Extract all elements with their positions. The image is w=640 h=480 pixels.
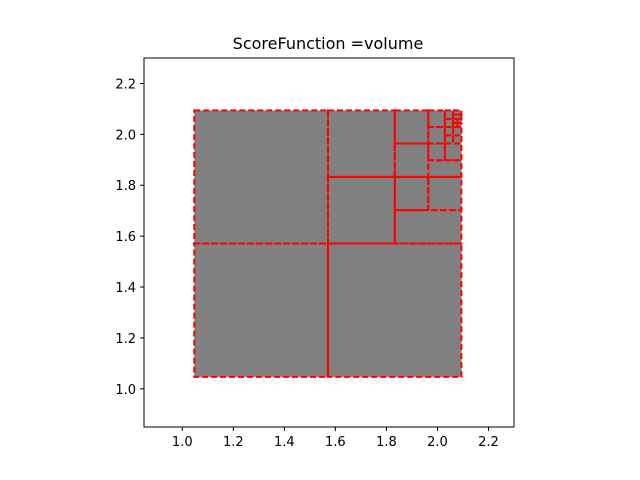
x-tick-label: 1.2: [223, 435, 244, 450]
partition-box: [393, 175, 430, 212]
x-tick-label: 1.8: [376, 435, 397, 450]
x-tick-label: 1.0: [172, 435, 193, 450]
partition-box: [393, 209, 463, 245]
partition-box: [427, 175, 463, 212]
partition-boxes-layer: [193, 109, 463, 378]
partition-box: [452, 109, 463, 116]
partition-box: [427, 142, 446, 162]
partition-box: [443, 142, 463, 162]
x-tick-label: 1.6: [325, 435, 346, 450]
y-tick-label: 1.0: [115, 383, 136, 398]
partition-box: [427, 159, 463, 178]
partition-box: [452, 113, 463, 120]
y-tick-label: 1.4: [115, 281, 136, 296]
y-tick-label: 2.2: [115, 77, 136, 92]
y-tick-label: 1.2: [115, 332, 136, 347]
y-tick-label: 1.8: [115, 179, 136, 194]
x-tick-label: 2.0: [427, 435, 448, 450]
chart-title: ScoreFunction =volume: [233, 34, 424, 53]
partition-box: [427, 109, 446, 128]
x-axis: 1.0 1.2 1.4 1.6 1.8 2.0 2.2: [172, 427, 499, 450]
axes-frame: [143, 57, 515, 428]
y-tick-label: 1.6: [115, 230, 136, 245]
y-tick-label: 2.0: [115, 128, 136, 143]
x-tick-label: 1.4: [274, 435, 295, 450]
y-axis: 1.0 1.2 1.4 1.6 1.8 2.0 2.2: [115, 77, 144, 398]
partition-box: [427, 125, 446, 145]
x-tick-label: 2.2: [478, 435, 499, 450]
